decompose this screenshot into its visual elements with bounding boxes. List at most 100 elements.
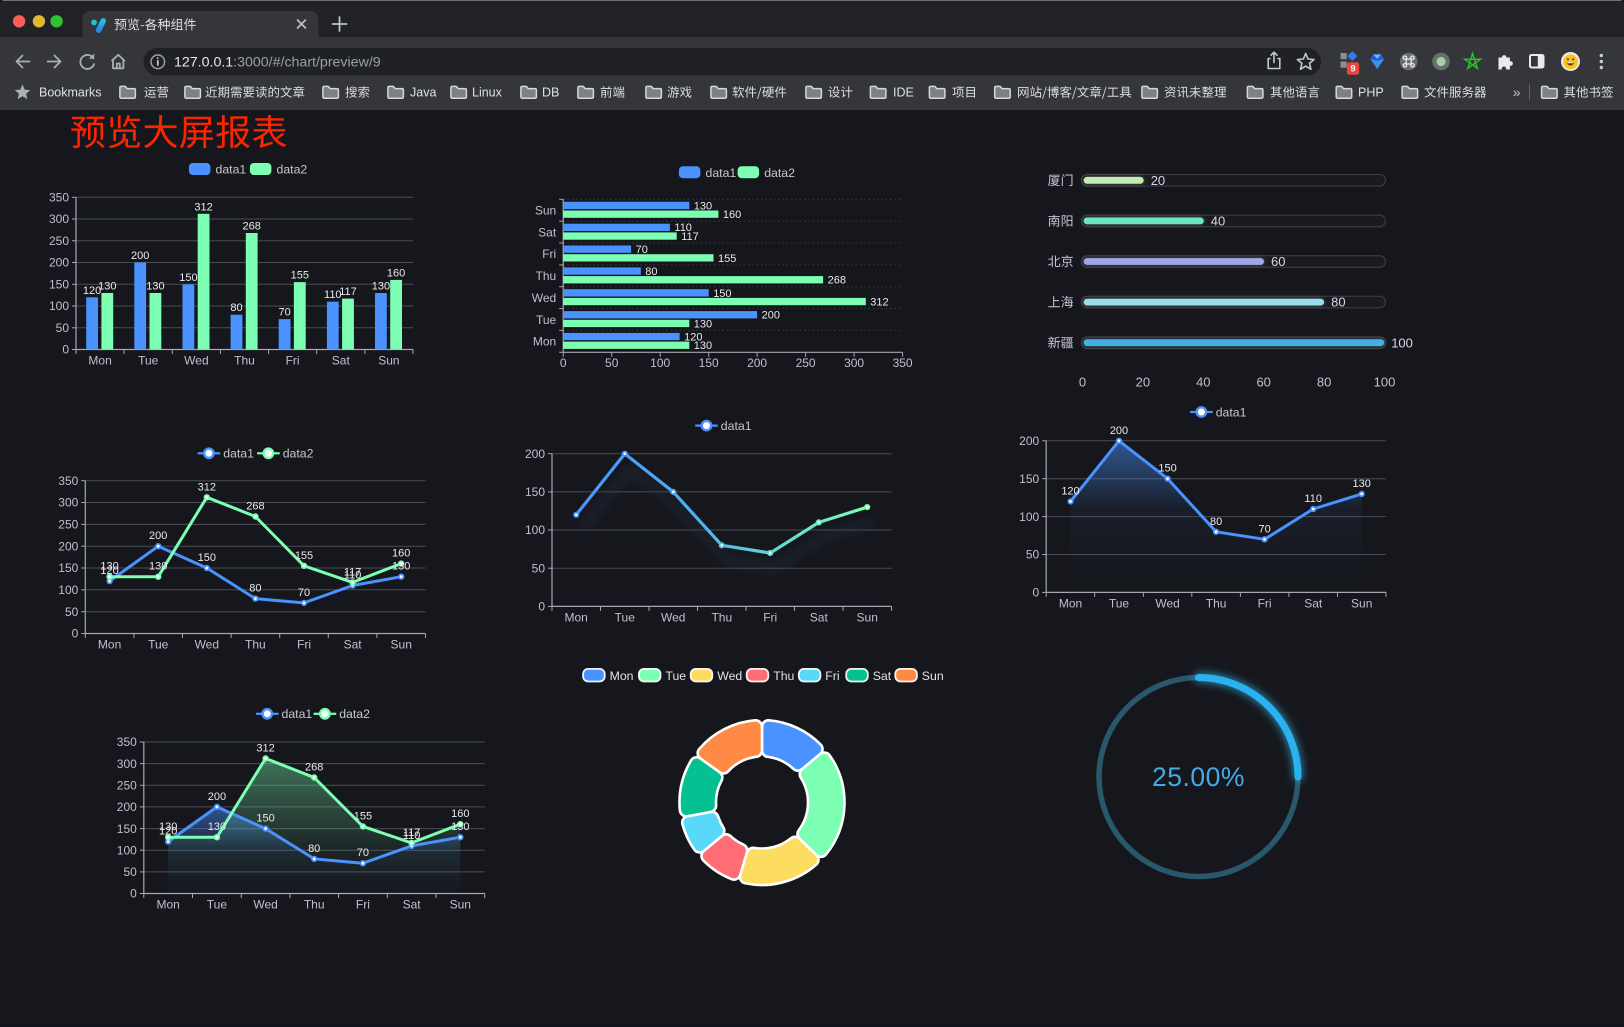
- svg-text:130: 130: [372, 281, 390, 293]
- svg-text:0: 0: [560, 356, 567, 370]
- svg-text:Thu: Thu: [1206, 596, 1227, 610]
- svg-text:300: 300: [49, 212, 69, 226]
- svg-text:350: 350: [58, 474, 78, 488]
- svg-text:Fri: Fri: [1258, 596, 1272, 610]
- svg-text:Fri: Fri: [825, 669, 839, 683]
- svg-text:80: 80: [1331, 295, 1345, 310]
- svg-text:70: 70: [278, 307, 290, 319]
- svg-text:130: 130: [694, 200, 712, 212]
- svg-text:250: 250: [117, 779, 137, 793]
- svg-text:100: 100: [525, 523, 545, 537]
- svg-text:80: 80: [1317, 375, 1331, 390]
- svg-text:data2: data2: [277, 163, 308, 177]
- svg-text:200: 200: [747, 356, 767, 370]
- svg-text:117: 117: [403, 827, 421, 839]
- svg-text:100: 100: [58, 583, 78, 597]
- svg-text:130: 130: [100, 561, 118, 573]
- svg-text:0: 0: [130, 887, 137, 901]
- svg-text:Linux: Linux: [472, 86, 503, 100]
- svg-text:Wed: Wed: [717, 669, 742, 683]
- svg-text:0: 0: [72, 627, 79, 641]
- svg-text:data1: data1: [282, 707, 313, 721]
- svg-text:268: 268: [246, 501, 264, 513]
- svg-text:312: 312: [870, 297, 888, 309]
- svg-text:200: 200: [208, 791, 226, 803]
- svg-text:268: 268: [243, 221, 261, 233]
- svg-text:Sat: Sat: [538, 225, 557, 239]
- svg-text:50: 50: [65, 605, 79, 619]
- svg-text:50: 50: [56, 321, 70, 335]
- svg-text:Fri: Fri: [297, 638, 311, 652]
- svg-text:25.00%: 25.00%: [1152, 762, 1245, 792]
- svg-text:80: 80: [645, 266, 657, 278]
- svg-text:110: 110: [324, 289, 342, 301]
- svg-text:Sun: Sun: [1351, 596, 1372, 610]
- svg-text:Bookmarks: Bookmarks: [39, 86, 102, 100]
- svg-text:Mon: Mon: [1059, 596, 1082, 610]
- svg-text:»: »: [1513, 84, 1521, 100]
- svg-text:Mon: Mon: [610, 669, 634, 683]
- svg-text:data2: data2: [339, 707, 370, 721]
- svg-text:Mon: Mon: [88, 354, 111, 368]
- svg-text:100: 100: [1391, 335, 1413, 350]
- svg-text:Fri: Fri: [542, 247, 556, 261]
- svg-text:0: 0: [538, 600, 545, 614]
- svg-text:300: 300: [58, 496, 78, 510]
- svg-text:150: 150: [49, 278, 69, 292]
- svg-text:150: 150: [179, 272, 197, 284]
- svg-text:160: 160: [451, 808, 469, 820]
- svg-text:250: 250: [49, 234, 69, 248]
- svg-text:160: 160: [387, 267, 405, 279]
- svg-text:Thu: Thu: [536, 269, 557, 283]
- svg-text:Mon: Mon: [533, 335, 556, 349]
- svg-text:Sat: Sat: [1304, 596, 1323, 610]
- svg-text:130: 130: [1353, 478, 1371, 490]
- svg-text:200: 200: [131, 250, 149, 262]
- svg-text:200: 200: [762, 310, 780, 322]
- svg-text:Sun: Sun: [378, 354, 399, 368]
- svg-text:130: 130: [451, 821, 469, 833]
- svg-text:150: 150: [1158, 463, 1176, 475]
- svg-text:Fri: Fri: [356, 898, 370, 912]
- svg-text:150: 150: [713, 288, 731, 300]
- svg-text:DB: DB: [542, 86, 559, 100]
- svg-text:50: 50: [532, 561, 546, 575]
- svg-text:155: 155: [718, 253, 736, 265]
- svg-text:Sun: Sun: [391, 638, 412, 652]
- svg-text:0: 0: [62, 343, 69, 357]
- svg-text:Sun: Sun: [857, 610, 878, 624]
- svg-text:200: 200: [49, 256, 69, 270]
- svg-text:155: 155: [354, 810, 372, 822]
- svg-text:150: 150: [117, 822, 137, 836]
- svg-text:130: 130: [694, 318, 712, 330]
- svg-text:70: 70: [1258, 523, 1270, 535]
- svg-text:Thu: Thu: [773, 669, 794, 683]
- svg-text:117: 117: [339, 286, 357, 298]
- svg-text:350: 350: [117, 735, 137, 749]
- svg-text:PHP: PHP: [1358, 86, 1384, 100]
- svg-text:127.0.0.1:3000/#/chart/preview: 127.0.0.1:3000/#/chart/preview/9: [174, 54, 381, 70]
- svg-text:0: 0: [1079, 375, 1086, 390]
- svg-text:200: 200: [117, 800, 137, 814]
- svg-text:350: 350: [49, 191, 69, 205]
- svg-text:300: 300: [844, 356, 864, 370]
- svg-text:Mon: Mon: [98, 638, 121, 652]
- svg-text:40: 40: [1196, 375, 1210, 390]
- svg-text:50: 50: [605, 356, 619, 370]
- svg-text:130: 130: [392, 561, 410, 573]
- svg-text:80: 80: [1210, 516, 1222, 528]
- svg-text:150: 150: [256, 813, 274, 825]
- svg-text:Thu: Thu: [304, 898, 325, 912]
- svg-text:350: 350: [893, 356, 913, 370]
- svg-text:Sat: Sat: [873, 669, 892, 683]
- svg-text:Sat: Sat: [344, 638, 363, 652]
- svg-text:Sun: Sun: [450, 898, 471, 912]
- svg-text:130: 130: [159, 821, 177, 833]
- svg-text:70: 70: [636, 244, 648, 256]
- svg-text:60: 60: [1271, 254, 1285, 269]
- svg-text:160: 160: [392, 548, 410, 560]
- svg-text:100: 100: [1019, 510, 1039, 524]
- svg-text:160: 160: [723, 209, 741, 221]
- svg-text:0: 0: [1033, 586, 1040, 600]
- svg-text:312: 312: [194, 201, 212, 213]
